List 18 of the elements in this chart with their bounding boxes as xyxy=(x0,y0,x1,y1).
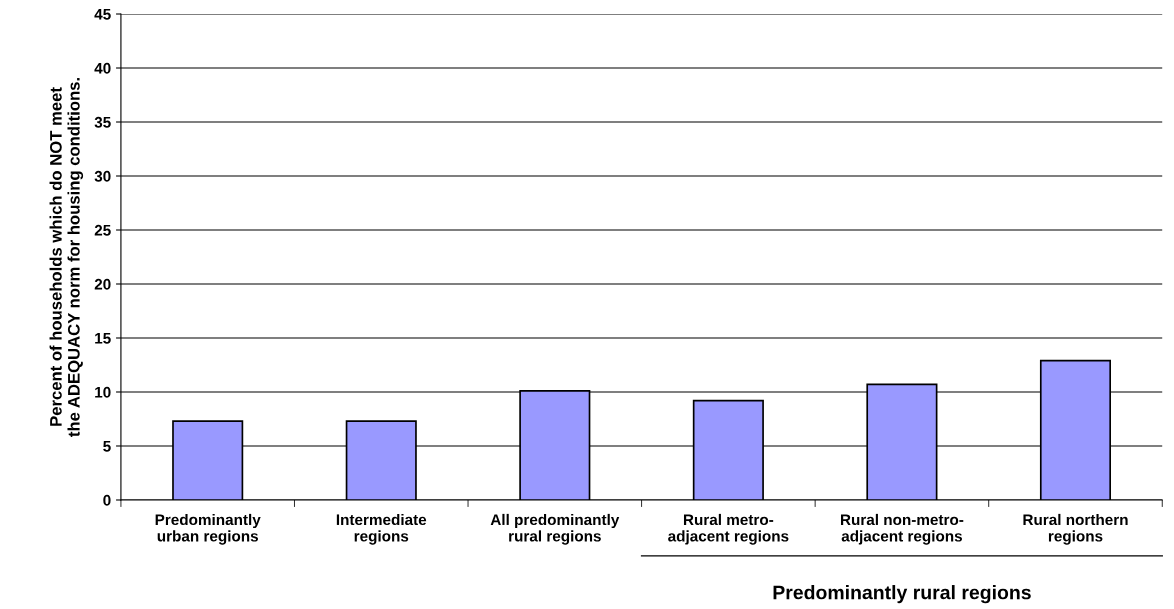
y-tick-label: 45 xyxy=(94,9,111,20)
x-tick-label: Rural metro- adjacent regions xyxy=(668,513,789,545)
text: Predominantly rural regions xyxy=(773,585,1031,604)
y-tick-label: 15 xyxy=(95,333,111,344)
y-tick-label: 0 xyxy=(103,494,111,506)
x-tick-label: Intermediate regions xyxy=(336,513,427,545)
x-tick-label: Predominantly urban regions xyxy=(155,513,261,545)
x-tick-label: All predominantly rural regions xyxy=(490,513,620,545)
x-tick-label: Rural non-metro- adjacent regions xyxy=(840,513,964,545)
y-tick-label: 10 xyxy=(95,386,111,398)
y-tick-label: 20 xyxy=(94,278,111,290)
y-tick-label: 30 xyxy=(94,170,111,182)
y-tick-label: 40 xyxy=(94,62,111,74)
x-tick-label: Rural northern regions xyxy=(1023,513,1128,545)
y-tick-label: 5 xyxy=(103,441,111,452)
y-tick-label: 35 xyxy=(94,116,111,128)
y-tick-label: 25 xyxy=(94,224,111,236)
y-axis-title: Percent of households which do NOT meet the ADEQUACY norm for housing conditions. xyxy=(49,78,84,437)
